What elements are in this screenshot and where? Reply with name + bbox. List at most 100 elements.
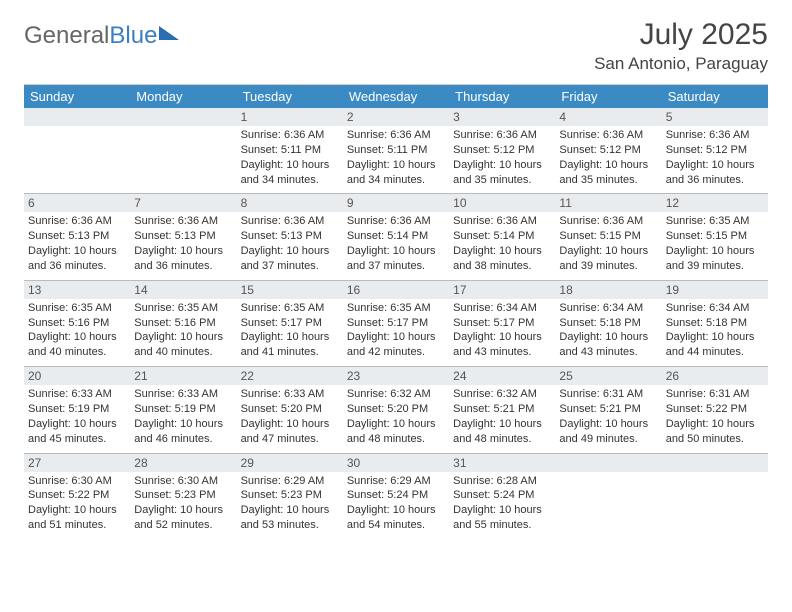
day-detail-text: Sunrise: 6:36 AMSunset: 5:14 PMDaylight:… [453,214,551,273]
day-cell: 10 Sunrise: 6:36 AMSunset: 5:14 PMDayligh… [449,194,555,279]
day-number: 27 [24,454,130,472]
day-header: Saturday [662,85,768,108]
day-detail-text: Sunrise: 6:36 AMSunset: 5:12 PMDaylight:… [559,128,657,187]
day-cell: 19 Sunrise: 6:34 AMSunset: 5:18 PMDayligh… [662,281,768,366]
day-cell [555,454,661,539]
day-cell: 18 Sunrise: 6:34 AMSunset: 5:18 PMDayligh… [555,281,661,366]
day-cell: 12 Sunrise: 6:35 AMSunset: 5:15 PMDayligh… [662,194,768,279]
day-cell: 3 Sunrise: 6:36 AMSunset: 5:12 PMDaylight… [449,108,555,193]
day-header: Thursday [449,85,555,108]
day-detail-text: Sunrise: 6:35 AMSunset: 5:16 PMDaylight:… [28,301,126,360]
day-cell: 23 Sunrise: 6:32 AMSunset: 5:20 PMDayligh… [343,367,449,452]
day-number: 23 [343,367,449,385]
day-cell: 14Sunrise: 6:35 AMSunset: 5:16 PMDayligh… [130,281,236,366]
day-detail-text: Sunrise: 6:36 AMSunset: 5:12 PMDaylight:… [666,128,764,187]
day-number: 17 [449,281,555,299]
day-detail-text: Sunrise: 6:36 AMSunset: 5:13 PMDaylight:… [28,214,126,273]
page-header: GeneralBlue July 2025 San Antonio, Parag… [24,18,768,74]
month-title: July 2025 [594,18,768,52]
day-cell: 16 Sunrise: 6:35 AMSunset: 5:17 PMDayligh… [343,281,449,366]
day-number: 1 [237,108,343,126]
day-cell: 31 Sunrise: 6:28 AMSunset: 5:24 PMDayligh… [449,454,555,539]
day-number-empty [130,108,236,126]
day-number: 4 [555,108,661,126]
location-label: San Antonio, Paraguay [594,54,768,74]
day-header: Friday [555,85,661,108]
title-block: July 2025 San Antonio, Paraguay [594,18,768,74]
day-detail-text: Sunrise: 6:33 AMSunset: 5:19 PMDaylight:… [134,387,232,446]
day-cell: 25Sunrise: 6:31 AMSunset: 5:21 PMDayligh… [555,367,661,452]
logo-text-1: General [24,22,109,50]
day-cell: 28 Sunrise: 6:30 AMSunset: 5:23 PMDayligh… [130,454,236,539]
day-detail-text: Sunrise: 6:34 AMSunset: 5:18 PMDaylight:… [666,301,764,360]
day-cell: 9 Sunrise: 6:36 AMSunset: 5:14 PMDaylight… [343,194,449,279]
day-cell: 5 Sunrise: 6:36 AMSunset: 5:12 PMDaylight… [662,108,768,193]
day-detail-text: Sunrise: 6:34 AMSunset: 5:18 PMDaylight:… [559,301,657,360]
logo-triangle-icon [159,26,179,40]
day-header: Wednesday [343,85,449,108]
day-detail-text: Sunrise: 6:36 AMSunset: 5:11 PMDaylight:… [241,128,339,187]
day-detail-text: Sunrise: 6:35 AMSunset: 5:15 PMDaylight:… [666,214,764,273]
day-number: 5 [662,108,768,126]
day-cell: 20 Sunrise: 6:33 AMSunset: 5:19 PMDayligh… [24,367,130,452]
day-number: 26 [662,367,768,385]
day-number: 25 [555,367,661,385]
day-number: 11 [555,194,661,212]
day-detail-text: Sunrise: 6:32 AMSunset: 5:21 PMDaylight:… [453,387,551,446]
day-cell: 24 Sunrise: 6:32 AMSunset: 5:21 PMDayligh… [449,367,555,452]
day-number: 3 [449,108,555,126]
day-header: Monday [130,85,236,108]
day-detail-text: Sunrise: 6:35 AMSunset: 5:17 PMDaylight:… [241,301,339,360]
day-number: 14 [130,281,236,299]
day-header: Sunday [24,85,130,108]
day-cell: 1 Sunrise: 6:36 AMSunset: 5:11 PMDaylight… [237,108,343,193]
day-detail-text: Sunrise: 6:29 AMSunset: 5:23 PMDaylight:… [241,474,339,533]
day-number: 19 [662,281,768,299]
day-number: 18 [555,281,661,299]
logo-text-2: Blue [109,22,157,50]
day-number: 31 [449,454,555,472]
day-detail-text: Sunrise: 6:31 AMSunset: 5:22 PMDaylight:… [666,387,764,446]
day-cell [130,108,236,193]
day-cell: 21Sunrise: 6:33 AMSunset: 5:19 PMDayligh… [130,367,236,452]
day-detail-text: Sunrise: 6:30 AMSunset: 5:23 PMDaylight:… [134,474,232,533]
calendar-grid: SundayMondayTuesdayWednesdayThursdayFrid… [24,84,768,539]
day-number-empty [24,108,130,126]
day-number: 28 [130,454,236,472]
day-number: 8 [237,194,343,212]
day-number: 20 [24,367,130,385]
day-detail-text: Sunrise: 6:32 AMSunset: 5:20 PMDaylight:… [347,387,445,446]
day-cell: 6Sunrise: 6:36 AMSunset: 5:13 PMDaylight… [24,194,130,279]
day-number: 7 [130,194,236,212]
day-number-empty [555,454,661,472]
day-cell: 8Sunrise: 6:36 AMSunset: 5:13 PMDaylight… [237,194,343,279]
day-detail-text: Sunrise: 6:34 AMSunset: 5:17 PMDaylight:… [453,301,551,360]
day-number: 30 [343,454,449,472]
day-number: 9 [343,194,449,212]
day-detail-text: Sunrise: 6:36 AMSunset: 5:12 PMDaylight:… [453,128,551,187]
day-detail-text: Sunrise: 6:33 AMSunset: 5:20 PMDaylight:… [241,387,339,446]
day-detail-text: Sunrise: 6:35 AMSunset: 5:17 PMDaylight:… [347,301,445,360]
day-detail-text: Sunrise: 6:33 AMSunset: 5:19 PMDaylight:… [28,387,126,446]
day-cell: 13 Sunrise: 6:35 AMSunset: 5:16 PMDayligh… [24,281,130,366]
day-number-empty [662,454,768,472]
day-number: 2 [343,108,449,126]
day-cell: 22Sunrise: 6:33 AMSunset: 5:20 PMDayligh… [237,367,343,452]
day-number: 24 [449,367,555,385]
day-number: 12 [662,194,768,212]
day-detail-text: Sunrise: 6:36 AMSunset: 5:15 PMDaylight:… [559,214,657,273]
logo: GeneralBlue [24,22,179,50]
day-cell [24,108,130,193]
day-cell: 7Sunrise: 6:36 AMSunset: 5:13 PMDaylight… [130,194,236,279]
day-detail-text: Sunrise: 6:29 AMSunset: 5:24 PMDaylight:… [347,474,445,533]
day-cell: 26 Sunrise: 6:31 AMSunset: 5:22 PMDayligh… [662,367,768,452]
day-number: 10 [449,194,555,212]
day-detail-text: Sunrise: 6:36 AMSunset: 5:14 PMDaylight:… [347,214,445,273]
day-cell: 30 Sunrise: 6:29 AMSunset: 5:24 PMDayligh… [343,454,449,539]
day-number: 13 [24,281,130,299]
day-detail-text: Sunrise: 6:28 AMSunset: 5:24 PMDaylight:… [453,474,551,533]
day-header: Tuesday [237,85,343,108]
day-cell: 11 Sunrise: 6:36 AMSunset: 5:15 PMDayligh… [555,194,661,279]
day-detail-text: Sunrise: 6:30 AMSunset: 5:22 PMDaylight:… [28,474,126,533]
day-number: 16 [343,281,449,299]
